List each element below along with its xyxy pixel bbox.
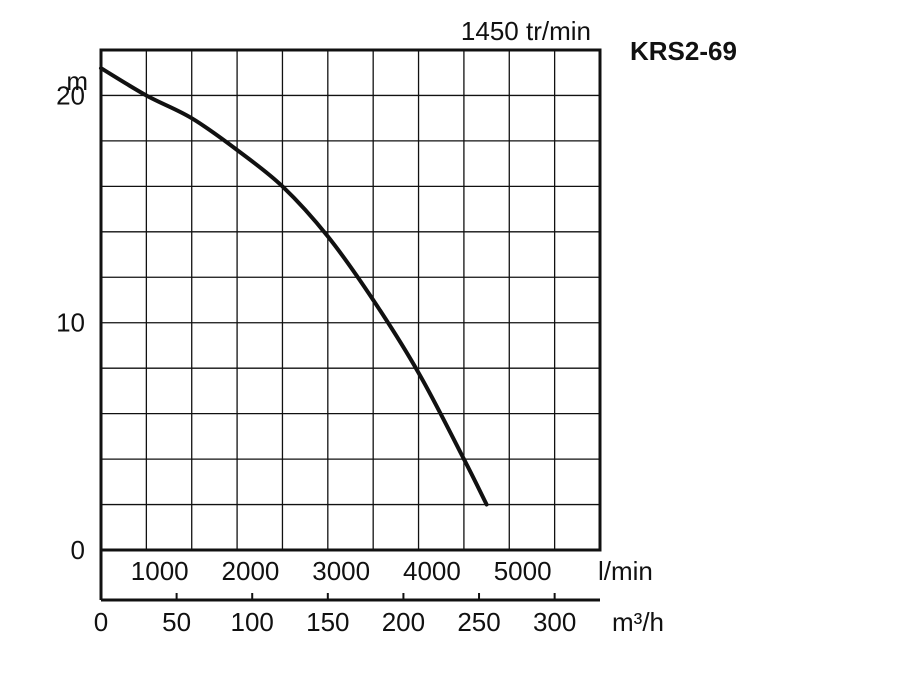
x-secondary-unit: m³/h xyxy=(612,607,664,637)
x-secondary-tick-label: 300 xyxy=(533,607,576,637)
y-tick-label: 10 xyxy=(56,308,85,338)
x-secondary-tick-label: 100 xyxy=(231,607,274,637)
x-primary-tick-label: 1000 xyxy=(131,556,189,586)
x-primary-tick-label: 2000 xyxy=(222,556,280,586)
plot-frame xyxy=(99,48,602,552)
series-line xyxy=(99,66,489,507)
speed-label: 1450 tr/min xyxy=(461,16,591,46)
x-secondary-tick-label: 250 xyxy=(457,607,500,637)
x-primary-tick-label: 5000 xyxy=(494,556,552,586)
y-tick-label: 20 xyxy=(56,80,85,110)
y-tick-label: 0 xyxy=(71,535,85,565)
x-secondary-tick-label: 0 xyxy=(94,607,108,637)
x-primary-tick-label: 3000 xyxy=(312,556,370,586)
x-secondary-tick-label: 50 xyxy=(162,607,191,637)
axis-labels: 0 10 20 1000 2000 3000 4000 5000 0 50 100 150 200 250… xyxy=(56,80,576,637)
x-secondary-tick-label: 150 xyxy=(306,607,349,637)
y-axis-label: m xyxy=(66,66,88,96)
x-primary-unit: l/min xyxy=(598,556,653,586)
x-primary-tick-label: 4000 xyxy=(403,556,461,586)
grid-lines xyxy=(101,50,600,550)
chart-title: KRS2-69 xyxy=(630,36,737,66)
secondary-axis-band xyxy=(99,50,600,602)
x-secondary-tick-label: 200 xyxy=(382,607,425,637)
